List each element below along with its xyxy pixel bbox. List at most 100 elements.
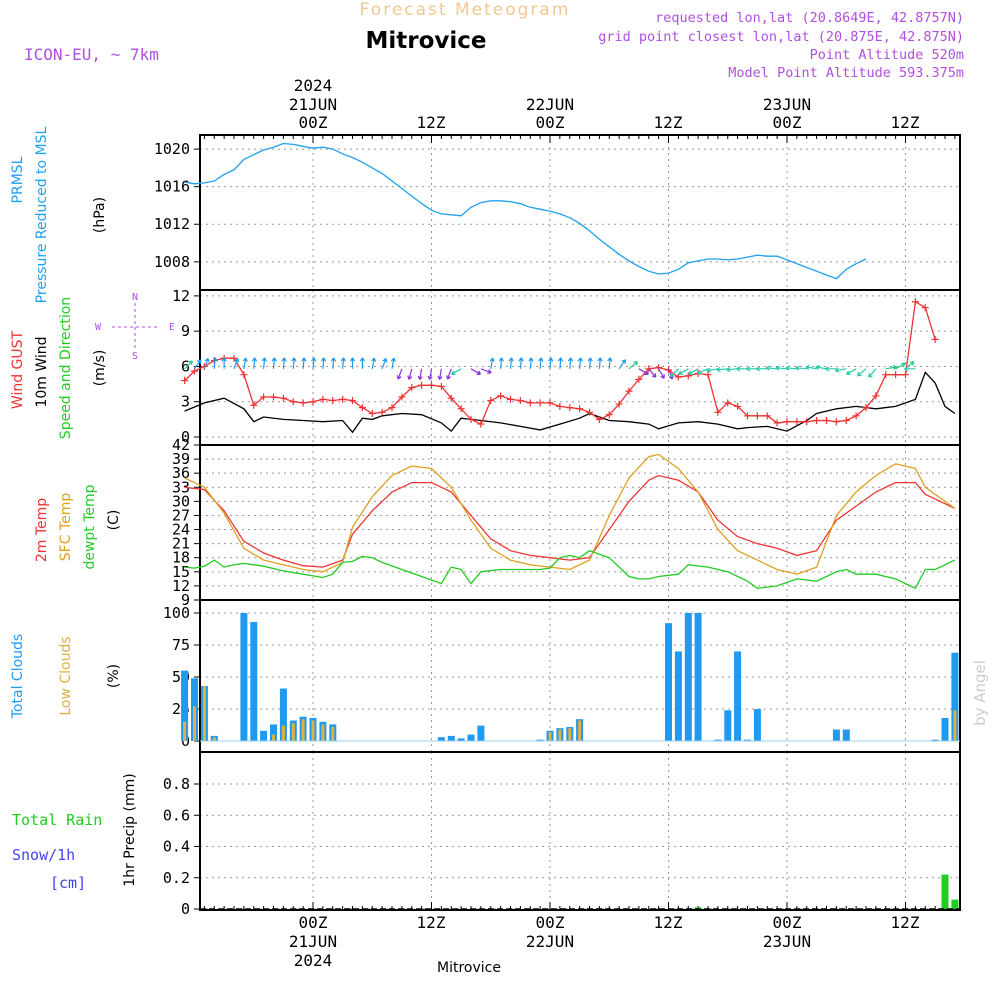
pressure-label-2: Pressure Reduced to MSL xyxy=(34,126,50,303)
top-label-line2: 23JUN xyxy=(763,95,811,114)
panel-frame xyxy=(199,444,961,601)
low-cloud-bar xyxy=(331,726,335,741)
y-tick-label: 27 xyxy=(172,506,190,524)
bottom-station-name: Mitrovice xyxy=(437,960,501,976)
wind-direction-arrow xyxy=(716,366,728,373)
header-model: ICON-EU, ~ 7km xyxy=(24,45,159,64)
gust-marker xyxy=(497,392,505,400)
y-tick-label: 18 xyxy=(172,549,190,567)
gust-marker xyxy=(576,405,584,413)
low-cloud-bar xyxy=(558,729,562,741)
gust-marker xyxy=(349,397,356,405)
wind-direction-arrow xyxy=(577,357,583,369)
wind-direction-arrow xyxy=(233,358,240,370)
total-cloud-bar xyxy=(714,739,722,741)
top-label-line2: 22JUN xyxy=(526,95,574,114)
total-cloud-bar xyxy=(477,725,485,741)
snow-unit-label: [cm] xyxy=(50,874,86,892)
low-cloud-bar xyxy=(301,719,305,741)
y-tick-label: 9 xyxy=(181,322,190,340)
gust-marker xyxy=(319,395,327,403)
wind-direction-arrow xyxy=(359,357,366,369)
wind-direction-arrow xyxy=(381,358,388,370)
low-cloud-bar xyxy=(183,721,187,741)
wind-direction-arrow xyxy=(417,368,423,380)
gust-marker xyxy=(674,373,682,381)
gust-marker xyxy=(842,417,850,425)
wind-direction-arrow xyxy=(857,368,867,377)
low-cloud-bar xyxy=(578,720,582,741)
gust-marker xyxy=(852,412,860,420)
header-title-top: Forecast Meteogram xyxy=(360,0,571,20)
total-cloud-bar xyxy=(467,734,475,741)
low-cloud-bar xyxy=(321,724,325,741)
wind-direction-arrow xyxy=(330,357,337,369)
y-tick-label: 9 xyxy=(181,591,190,609)
total-cloud-bar xyxy=(674,651,682,741)
y-tick-label: 42 xyxy=(172,436,190,454)
wind-direction-arrow xyxy=(775,365,788,371)
gust-marker xyxy=(645,365,653,373)
y-tick-label: 1016 xyxy=(154,178,190,196)
total-cloud-bar xyxy=(457,738,465,741)
wind-direction-arrow xyxy=(349,357,356,369)
gust-marker xyxy=(931,335,939,343)
wind-direction-arrow xyxy=(221,357,227,369)
wind-direction-arrow xyxy=(489,357,495,369)
top-label-line2: 21JUN xyxy=(289,95,337,114)
wind-direction-arrow xyxy=(785,365,797,371)
wind-direction-arrow xyxy=(805,364,817,370)
gust-marker xyxy=(181,377,189,385)
wind-direction-arrow xyxy=(271,357,277,369)
y-tick-label: 0.8 xyxy=(163,775,190,793)
wind-direction-arrow xyxy=(670,368,679,378)
gust-marker xyxy=(191,367,198,375)
total-cloud-bar xyxy=(240,613,248,741)
gust-marker xyxy=(358,404,366,412)
wind-direction-arrow xyxy=(470,368,482,375)
header-title-main: Mitrovice xyxy=(365,28,486,54)
gust-marker xyxy=(605,411,613,419)
wind10-line xyxy=(184,371,956,434)
bottom-label-line2: 23JUN xyxy=(763,932,811,951)
gust-marker xyxy=(862,404,870,412)
total-cloud-bar xyxy=(694,613,702,741)
bottom-label-line3: 2024 xyxy=(294,951,333,970)
compass-rose-icon: N S E W xyxy=(95,292,175,362)
gust-marker xyxy=(744,412,751,420)
wind-gust-label: Wind GUST xyxy=(10,330,26,409)
compass-n: N xyxy=(132,292,138,303)
gust-marker xyxy=(882,371,890,379)
bottom-label-line1: 00Z xyxy=(773,913,802,932)
gust-marker xyxy=(299,399,307,407)
gust-marker xyxy=(704,371,712,379)
sfc-temp-label: SFC Temp xyxy=(58,493,74,562)
gust-marker xyxy=(230,354,238,362)
wind-direction-arrow xyxy=(437,368,443,380)
gust-marker xyxy=(200,362,208,370)
wind-direction-arrow xyxy=(765,365,778,371)
y-tick-label: 6 xyxy=(181,357,190,375)
y-tick-label: 1020 xyxy=(154,140,190,158)
wind-direction-arrow xyxy=(895,362,906,370)
gust-marker xyxy=(813,417,821,425)
panel-frame xyxy=(199,751,961,911)
header-model-altitude: Model Point Altitude 593.375m xyxy=(728,65,964,81)
top-label-line3: 00Z xyxy=(299,113,328,132)
gust-marker xyxy=(625,387,633,395)
y-tick-label: 30 xyxy=(172,492,190,510)
total-cloud-bar xyxy=(684,613,692,741)
total-cloud-bar xyxy=(270,724,277,741)
t2m-line xyxy=(184,474,956,568)
gust-marker xyxy=(921,304,929,312)
wind-direction-arrow xyxy=(427,368,433,380)
bottom-time-labels: 00Z 21JUN 2024 12Z 00Z 22JUN 12Z 00Z 23J… xyxy=(289,913,920,970)
wind-direction-arrow xyxy=(528,357,534,369)
total-cloud-bar xyxy=(931,739,939,741)
compass-e: E xyxy=(169,322,175,333)
t2m-label: 2m Temp xyxy=(34,498,50,562)
gust-marker xyxy=(260,393,268,401)
wind-direction-arrow xyxy=(184,360,193,370)
pressure-label-1: PRMSL xyxy=(10,156,26,203)
